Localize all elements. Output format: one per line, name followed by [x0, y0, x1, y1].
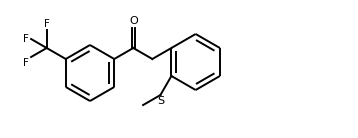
Text: F: F [44, 19, 50, 29]
Text: F: F [23, 34, 29, 44]
Text: S: S [157, 96, 164, 106]
Text: O: O [129, 17, 138, 26]
Text: F: F [23, 58, 29, 68]
